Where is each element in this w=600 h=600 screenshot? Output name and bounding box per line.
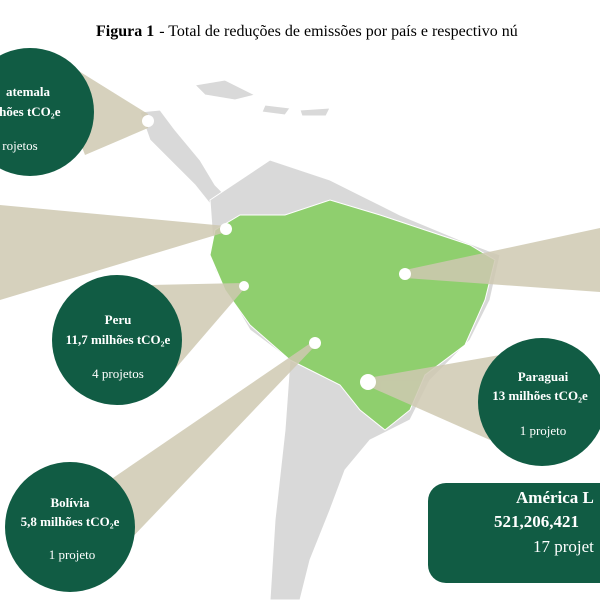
location-dot [220,223,232,235]
total-projects: 17 projet [533,537,594,556]
central-america [139,109,231,211]
callout-circle [52,275,182,405]
cone [368,355,500,440]
location-dot [360,374,376,390]
projects: rojetos [2,138,37,153]
location-dot [309,337,321,349]
total-box [428,483,600,583]
country: Bolívia [50,495,90,510]
callout-circle [0,48,94,176]
country: Peru [105,312,132,327]
emissions: 5,8 milhões tCO₂e [21,514,120,529]
points [142,115,411,390]
emissions: 11,7 milhões tCO₂e [66,332,171,347]
country: atemala [6,84,51,99]
cone [0,205,226,300]
figure-label: Figura 1 [96,23,154,40]
country: Paraguai [518,369,569,384]
callout-circle [478,338,600,466]
caribbean [193,79,331,117]
projects: 1 projeto [520,423,567,438]
total-emissions: 521,206,421 [494,512,579,531]
location-dot [399,268,411,280]
location-dot [239,281,249,291]
projects: 4 projetos [92,366,144,381]
cone [110,340,315,545]
total-region: América L [516,488,594,507]
title: Figura 1 - Total de reduções de emissões … [96,23,518,40]
emissions: lhões tCO₂e [0,104,61,119]
location-dot [142,115,154,127]
callout-circle [5,462,135,592]
emissions: 13 milhões tCO₂e [492,388,588,403]
figure-title: - Total de reduções de emissões por país… [159,23,517,40]
callout-circles [0,48,600,592]
cone [405,228,600,292]
projects: 1 projeto [49,547,96,562]
